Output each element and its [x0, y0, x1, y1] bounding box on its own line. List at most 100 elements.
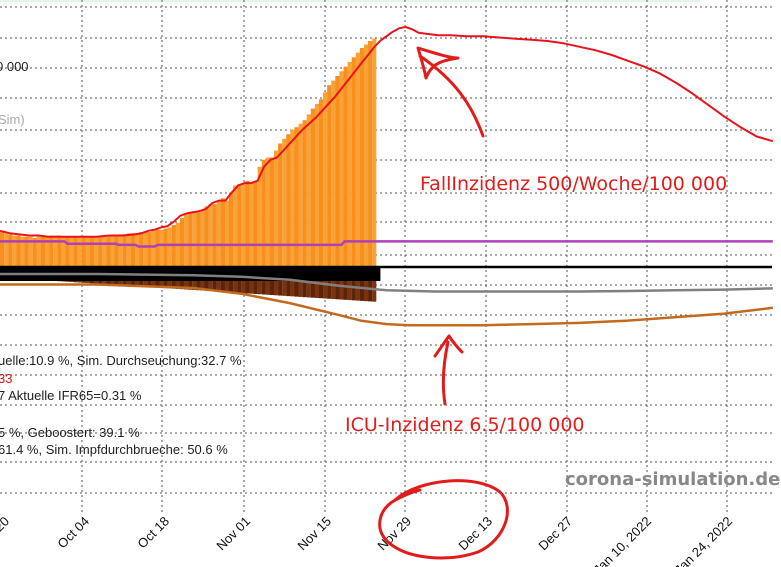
info-line-4: 5 %, Geboostert: 39.1 % — [0, 425, 140, 440]
case-bar — [327, 85, 332, 267]
case-bar — [81, 236, 86, 267]
case-bar — [126, 233, 131, 267]
case-bar — [155, 229, 160, 267]
watermark: corona-simulation.de — [565, 469, 780, 490]
case-bar — [331, 80, 336, 267]
case-bar — [347, 61, 352, 268]
y-tick-label: 0 000 — [0, 59, 29, 74]
case-bar — [102, 236, 107, 267]
case-bar — [192, 211, 197, 267]
case-bar — [241, 183, 246, 267]
grey-line — [0, 272, 773, 293]
case-bar — [77, 236, 82, 267]
annotation-case-incidence: FallInzidenz 500/Woche/100 000 — [420, 173, 727, 195]
x-tick-labels: 20 Oct 04 Oct 18 Nov 01 Nov 15 Nov 29 Dec 13 De… — [0, 514, 735, 567]
case-bar — [314, 103, 320, 268]
case-bars — [0, 38, 377, 268]
case-bar — [355, 52, 360, 267]
case-bar — [130, 233, 136, 267]
case-bar — [302, 120, 307, 268]
case-bar — [323, 92, 328, 267]
case-bar — [188, 212, 193, 267]
case-bar — [139, 232, 144, 267]
case-bar — [273, 150, 279, 267]
x-tick-label: Nov 15 — [294, 514, 334, 554]
case-bar — [20, 236, 25, 267]
x-tick-label: Nov 01 — [213, 514, 253, 554]
case-bar — [261, 159, 266, 267]
x-tick-label: Oct 18 — [134, 514, 172, 552]
x-tick-label: Jan 10, 2022 — [590, 514, 654, 567]
case-bar — [167, 227, 172, 267]
case-bar — [44, 236, 50, 267]
case-bar — [200, 209, 205, 267]
case-bar — [278, 143, 283, 267]
case-bar — [159, 229, 164, 267]
case-bar — [53, 235, 58, 267]
case-bar — [151, 230, 156, 267]
case-bar — [184, 214, 189, 267]
hand-circle-icon — [378, 479, 509, 560]
case-bar — [237, 184, 242, 267]
case-bar — [85, 236, 91, 267]
case-bar — [40, 236, 46, 267]
icu-bar — [359, 267, 365, 301]
case-bar — [363, 44, 369, 267]
case-bar — [249, 183, 254, 267]
case-bar — [265, 157, 270, 267]
series-lines — [0, 26, 774, 327]
sim-label: Sim) — [0, 112, 25, 127]
case-bar — [16, 235, 21, 267]
icu-bar — [363, 267, 369, 302]
icu-bar — [282, 267, 287, 296]
case-bar — [106, 235, 111, 267]
icu-bar — [327, 267, 332, 299]
icu-bar — [269, 267, 275, 296]
case-bar — [310, 108, 315, 267]
case-bar — [359, 47, 365, 268]
info-line-2: 33 — [0, 371, 13, 386]
annotation-icu-incidence: ICU-Inzidenz 6.5/100 000 — [345, 414, 585, 436]
case-bar — [49, 235, 54, 267]
case-bar — [8, 234, 13, 267]
case-bar — [89, 236, 95, 267]
icu-bar — [335, 267, 340, 300]
case-bar — [294, 127, 299, 267]
case-bar — [318, 99, 324, 268]
case-bar — [114, 235, 119, 267]
case-bar — [147, 232, 152, 267]
case-bar — [282, 138, 287, 267]
case-bar — [4, 233, 9, 267]
info-line-5: 61.4 %, Sim. Impfdurchbrueche: 50.6 % — [0, 442, 228, 457]
case-incidence-line — [0, 26, 774, 238]
case-bar — [339, 71, 344, 267]
case-bar — [134, 233, 140, 267]
icu-bar — [372, 267, 377, 302]
icu-bar — [323, 267, 328, 299]
case-bar — [368, 40, 373, 267]
icu-bar — [355, 267, 360, 301]
info-line-1: uelle:10.9 %, Sim. Durchseuchung:32.7 % — [0, 353, 242, 368]
icu-bar — [273, 267, 279, 296]
case-bar — [220, 198, 226, 267]
hand-arrow-icu-icon — [433, 334, 464, 406]
case-bar — [32, 237, 37, 267]
case-bar — [28, 236, 33, 267]
case-bar — [0, 232, 5, 267]
case-bar — [196, 212, 201, 267]
case-bar — [122, 234, 127, 267]
x-tick-label: Jan 24, 2022 — [671, 514, 735, 567]
grid — [0, 0, 772, 515]
case-bar — [351, 57, 356, 267]
case-bar — [298, 123, 303, 267]
case-bar — [269, 157, 275, 267]
case-bar — [69, 236, 74, 267]
icu-bar — [278, 267, 283, 296]
case-bar — [94, 236, 99, 267]
case-bar — [306, 114, 311, 267]
icu-bar — [368, 267, 373, 302]
case-bar — [36, 236, 41, 267]
case-bar — [143, 232, 148, 267]
x-tick-label: Dec 27 — [535, 514, 575, 554]
